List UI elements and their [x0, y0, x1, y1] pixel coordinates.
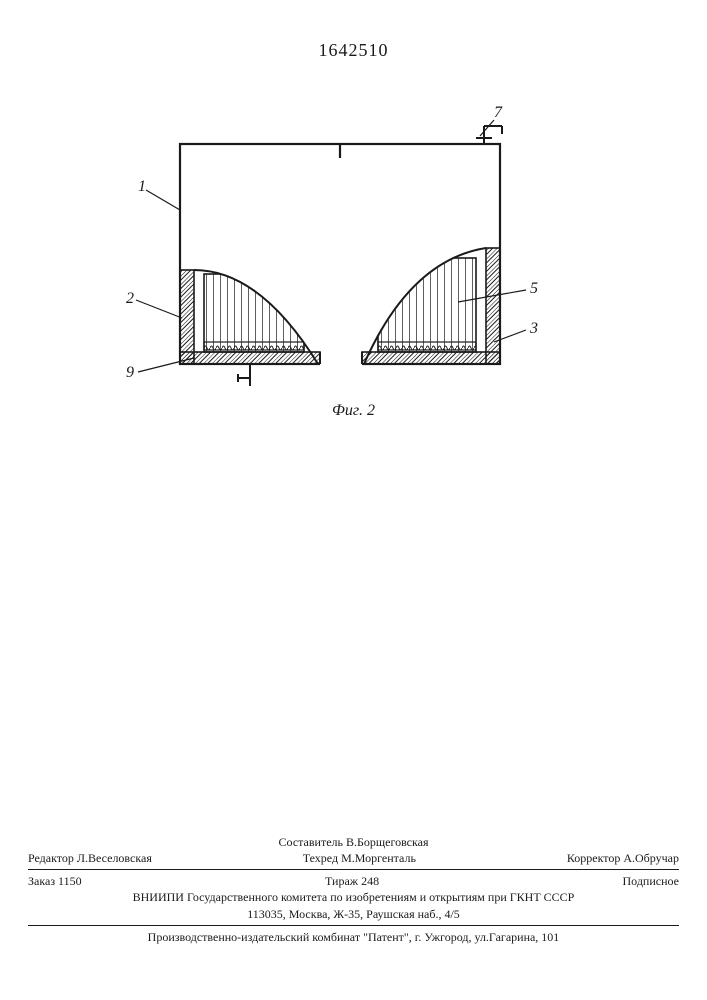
ref-2: 2 [126, 290, 134, 308]
patent-number: 1642510 [0, 40, 707, 61]
ref-5: 5 [530, 280, 538, 298]
colophon: Составитель В.Борщеговская Редактор Л.Ве… [28, 834, 679, 945]
podpisnoe: Подписное [623, 873, 680, 889]
techred: Техред М.Моргенталь [303, 850, 416, 866]
divider [28, 925, 679, 926]
ref-9: 9 [126, 364, 134, 382]
ref-3: 3 [530, 320, 538, 338]
org-line-1: ВНИИПИ Государственного комитета по изоб… [28, 889, 679, 905]
compiler: Составитель В.Борщеговская [279, 834, 429, 850]
patent-page: 1642510 [0, 0, 707, 1000]
tirazh: Тираж 248 [325, 873, 379, 889]
order-number: Заказ 1150 [28, 873, 82, 889]
figure-2 [150, 120, 540, 400]
printer-line: Производственно-издательский комбинат "П… [28, 929, 679, 945]
editor: Редактор Л.Веселовская [28, 850, 152, 866]
ref-7: 7 [494, 104, 502, 122]
corrector: Корректор А.Обручар [567, 850, 679, 866]
figure-caption: Фиг. 2 [0, 402, 707, 420]
divider [28, 869, 679, 870]
ref-1: 1 [138, 178, 146, 196]
org-line-2: 113035, Москва, Ж-35, Раушская наб., 4/5 [28, 906, 679, 922]
